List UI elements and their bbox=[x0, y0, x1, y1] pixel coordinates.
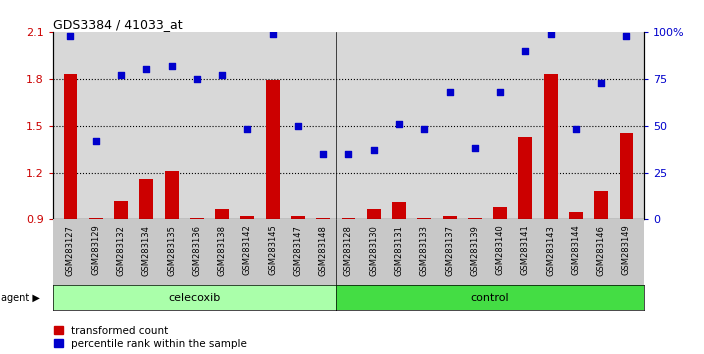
Bar bbox=[417, 218, 432, 219]
Point bbox=[65, 33, 76, 39]
Text: celecoxib: celecoxib bbox=[168, 293, 220, 303]
Point bbox=[419, 127, 430, 132]
Text: GSM283137: GSM283137 bbox=[445, 225, 454, 276]
Point bbox=[469, 145, 480, 151]
Point bbox=[191, 76, 203, 81]
Text: GSM283141: GSM283141 bbox=[521, 225, 530, 275]
Point bbox=[545, 31, 556, 36]
Bar bbox=[443, 216, 456, 219]
Bar bbox=[114, 201, 128, 219]
Bar bbox=[165, 171, 179, 219]
Point bbox=[343, 151, 354, 156]
Point bbox=[267, 31, 278, 36]
Bar bbox=[89, 218, 103, 219]
Point bbox=[292, 123, 303, 129]
Point bbox=[570, 127, 582, 132]
Bar bbox=[139, 179, 153, 219]
Text: GSM283139: GSM283139 bbox=[470, 225, 479, 276]
Bar bbox=[265, 80, 279, 219]
Text: agent ▶: agent ▶ bbox=[1, 293, 40, 303]
Text: GSM283142: GSM283142 bbox=[243, 225, 252, 275]
Text: GSM283128: GSM283128 bbox=[344, 225, 353, 276]
Text: GSM283136: GSM283136 bbox=[192, 225, 201, 276]
Bar bbox=[620, 133, 634, 219]
Bar bbox=[341, 218, 356, 219]
Point bbox=[444, 89, 455, 95]
Text: GSM283147: GSM283147 bbox=[294, 225, 303, 276]
Legend: transformed count, percentile rank within the sample: transformed count, percentile rank withi… bbox=[54, 326, 247, 349]
Point bbox=[217, 72, 228, 78]
Point bbox=[141, 67, 152, 72]
Text: GSM283140: GSM283140 bbox=[496, 225, 505, 275]
Bar bbox=[543, 74, 558, 219]
Point bbox=[596, 80, 607, 85]
Point bbox=[621, 33, 632, 39]
Text: GSM283138: GSM283138 bbox=[218, 225, 227, 276]
Text: GDS3384 / 41033_at: GDS3384 / 41033_at bbox=[53, 18, 182, 31]
Text: GSM283134: GSM283134 bbox=[142, 225, 151, 276]
Text: GSM283148: GSM283148 bbox=[319, 225, 327, 276]
Text: GSM283144: GSM283144 bbox=[572, 225, 580, 275]
Bar bbox=[190, 218, 203, 219]
Bar bbox=[367, 209, 381, 219]
Text: GSM283129: GSM283129 bbox=[92, 225, 100, 275]
Text: GSM283149: GSM283149 bbox=[622, 225, 631, 275]
Text: GSM283132: GSM283132 bbox=[117, 225, 125, 276]
Point bbox=[494, 89, 505, 95]
Bar bbox=[594, 191, 608, 219]
Text: control: control bbox=[470, 293, 509, 303]
Point bbox=[520, 48, 531, 53]
Bar bbox=[468, 218, 482, 219]
Text: GSM283143: GSM283143 bbox=[546, 225, 555, 276]
Text: GSM283133: GSM283133 bbox=[420, 225, 429, 276]
Bar bbox=[569, 212, 583, 219]
Bar bbox=[241, 216, 254, 219]
Text: GSM283135: GSM283135 bbox=[167, 225, 176, 276]
Point bbox=[166, 63, 177, 68]
Point bbox=[394, 121, 405, 127]
Point bbox=[241, 127, 253, 132]
Bar bbox=[494, 207, 507, 219]
Point bbox=[90, 138, 101, 143]
Text: GSM283146: GSM283146 bbox=[597, 225, 605, 276]
Text: GSM283145: GSM283145 bbox=[268, 225, 277, 275]
Text: GSM283131: GSM283131 bbox=[394, 225, 403, 276]
Text: GSM283127: GSM283127 bbox=[66, 225, 75, 276]
Bar bbox=[291, 216, 305, 219]
Bar bbox=[316, 218, 330, 219]
Bar bbox=[63, 74, 77, 219]
Point bbox=[368, 147, 379, 153]
Point bbox=[115, 72, 127, 78]
Point bbox=[318, 151, 329, 156]
Text: GSM283130: GSM283130 bbox=[370, 225, 378, 276]
Bar bbox=[392, 202, 406, 219]
Bar bbox=[518, 137, 532, 219]
Bar bbox=[215, 209, 229, 219]
